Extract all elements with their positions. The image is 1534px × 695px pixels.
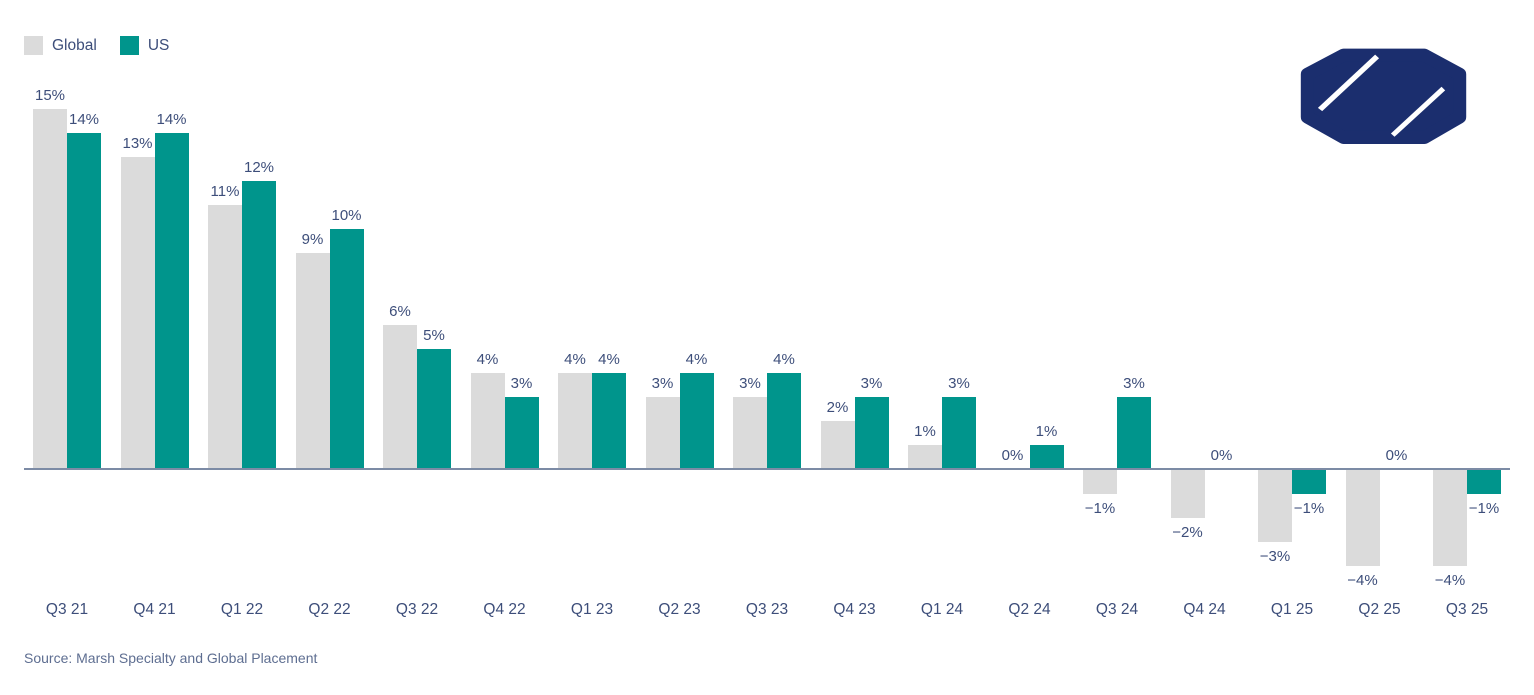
legend-swatch-us: [119, 36, 139, 55]
bar-us-q1-22: [242, 181, 276, 469]
x-axis-label-q1-23: Q1 23: [570, 601, 614, 618]
legend-swatch-global: [24, 36, 43, 55]
bar-label-us-q4-22: 3%: [510, 375, 533, 392]
bar-label-global-q3-24: −1%: [1084, 500, 1116, 517]
bar-global-q4-24: [1170, 470, 1205, 518]
bar-label-us-q3-23: 4%: [773, 351, 795, 368]
bar-label-us-q2-23: 4%: [685, 351, 708, 368]
legend-entry-global: Global: [24, 36, 97, 55]
bar-label-us-q1-22: 12%: [243, 159, 275, 176]
bar-label-global-q4-23: 2%: [826, 399, 849, 416]
legend-label-us: US: [147, 36, 170, 54]
bar-global-q2-22: [295, 253, 330, 469]
bar-us-q1-25: [1292, 470, 1326, 494]
logo-slash-right: [1390, 86, 1446, 137]
bar-label-us-q1-25: −1%: [1293, 500, 1325, 517]
x-axis-label-q1-25: Q1 25: [1270, 601, 1314, 618]
x-axis-label-q4-23: Q4 23: [833, 601, 876, 618]
bar-label-us-q2-24: 1%: [1035, 423, 1058, 440]
bar-label-global-q2-23: 3%: [651, 375, 674, 392]
bar-label-us-q1-24: 3%: [948, 375, 970, 392]
bar-global-q3-24: [1083, 470, 1117, 494]
bar-us-q3-22: [417, 349, 451, 469]
x-axis-line: [24, 468, 1510, 470]
x-axis-label-q3-25: Q3 25: [1445, 601, 1489, 618]
bar-us-q1-23: [592, 373, 626, 469]
bar-global-q1-23: [558, 373, 592, 469]
bar-label-us-q4-21: 14%: [156, 111, 187, 128]
bar-us-q3-25: [1467, 470, 1501, 494]
x-axis-label-q4-21: Q4 21: [133, 601, 176, 618]
bar-label-us-q4-24: 0%: [1210, 447, 1233, 464]
bar-us-q2-22: [329, 229, 364, 469]
bar-label-us-q3-21: 14%: [68, 111, 100, 128]
bar-label-global-q3-25: −4%: [1434, 572, 1466, 589]
legend: Global US: [24, 36, 183, 55]
bar-global-q3-25: [1433, 470, 1467, 566]
x-axis-label-q3-21: Q3 21: [45, 601, 89, 618]
bar-label-global-q1-23: 4%: [564, 351, 586, 368]
bar-global-q3-21: [33, 109, 67, 469]
logo-slash-left: [1317, 54, 1380, 112]
x-axis-label-q3-24: Q3 24: [1095, 601, 1139, 618]
bar-label-us-q2-25: 0%: [1385, 447, 1408, 464]
logo-hexagon: [1300, 48, 1467, 145]
bar-global-q3-22: [383, 325, 417, 469]
bar-label-global-q1-22: 11%: [210, 183, 240, 200]
x-axis-label-q2-23: Q2 23: [658, 601, 701, 618]
bar-us-q3-21: [67, 133, 101, 469]
x-axis-label-q1-24: Q1 24: [920, 601, 964, 618]
bar-label-global-q3-21: 15%: [34, 87, 66, 104]
bar-global-q1-25: [1258, 470, 1292, 542]
bar-label-global-q3-22: 6%: [389, 303, 411, 320]
legend-label-global: Global: [52, 36, 97, 54]
x-axis-label-q2-24: Q2 24: [1008, 601, 1051, 618]
bar-label-us-q2-22: 10%: [331, 207, 362, 224]
bar-label-us-q1-23: 4%: [598, 351, 620, 368]
bar-global-q3-23: [733, 397, 767, 469]
bar-global-q2-23: [645, 397, 680, 469]
x-axis-label-q1-22: Q1 22: [220, 601, 264, 618]
bar-us-q2-24: [1029, 445, 1064, 469]
bar-us-q3-24: [1117, 397, 1151, 469]
bar-label-global-q4-21: 13%: [122, 135, 153, 152]
bar-label-us-q3-24: 3%: [1123, 375, 1145, 392]
bar-label-global-q2-24: 0%: [1001, 447, 1024, 464]
bar-global-q1-24: [908, 445, 942, 469]
bar-label-global-q2-22: 9%: [301, 231, 324, 248]
bar-label-global-q4-24: −2%: [1172, 524, 1203, 541]
x-axis-label-q4-22: Q4 22: [483, 601, 526, 618]
x-axis-label-q2-25: Q2 25: [1358, 601, 1401, 618]
bar-global-q4-23: [820, 421, 855, 469]
bar-label-global-q1-25: −3%: [1259, 548, 1291, 565]
bar-label-us-q3-25: −1%: [1468, 500, 1500, 517]
source-note: Source: Marsh Specialty and Global Place…: [24, 650, 318, 666]
x-axis-label-q2-22: Q2 22: [308, 601, 351, 618]
bar-label-us-q4-23: 3%: [860, 375, 883, 392]
bar-label-global-q4-22: 4%: [476, 351, 499, 368]
bar-us-q2-23: [679, 373, 714, 469]
x-axis-label-q3-22: Q3 22: [395, 601, 439, 618]
bar-global-q2-25: [1345, 470, 1380, 566]
bar-global-q4-21: [120, 157, 155, 469]
bar-us-q4-21: [154, 133, 189, 469]
bar-global-q1-22: [208, 205, 242, 469]
bar-label-global-q1-24: 1%: [914, 423, 936, 440]
marsh-mclennan-logo: [1300, 48, 1467, 145]
x-axis-label-q3-23: Q3 23: [745, 601, 789, 618]
bar-label-global-q2-25: −4%: [1347, 572, 1378, 589]
legend-entry-us: US: [119, 36, 170, 55]
bar-us-q4-23: [854, 397, 889, 469]
bar-us-q1-24: [942, 397, 976, 469]
bar-label-us-q3-22: 5%: [423, 327, 445, 344]
x-axis-label-q4-24: Q4 24: [1183, 601, 1226, 618]
bar-global-q4-22: [470, 373, 505, 469]
bar-us-q4-22: [504, 397, 539, 469]
bar-us-q3-23: [767, 373, 801, 469]
bar-label-global-q3-23: 3%: [739, 375, 761, 392]
